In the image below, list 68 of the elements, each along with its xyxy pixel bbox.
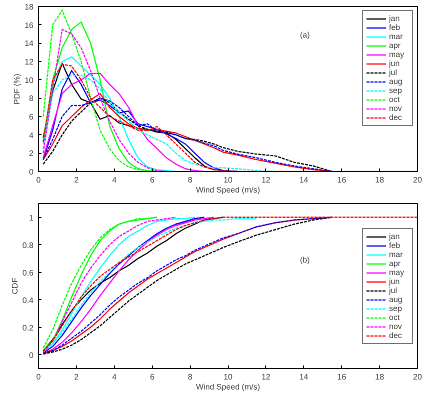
- y-tick-label: 0.2: [22, 323, 34, 332]
- legend-label: jun: [389, 276, 400, 286]
- x-tick-label: 2: [74, 372, 80, 382]
- y-tick-label: 14: [24, 39, 34, 48]
- y-tick-label: 0.8: [22, 240, 34, 250]
- legend-label: mar: [389, 32, 404, 41]
- x-tick-label: 4: [112, 176, 118, 184]
- x-axis-title: Wind Speed (m/s): [196, 382, 260, 392]
- y-tick-label: 8: [29, 94, 34, 104]
- x-tick-label: 8: [188, 372, 193, 382]
- x-tick-label: 14: [299, 176, 309, 184]
- y-tick-label: 18: [24, 2, 34, 12]
- x-tick-label: 18: [375, 176, 385, 184]
- y-tick-label: 1: [29, 213, 34, 222]
- legend-label: dec: [389, 330, 403, 340]
- y-tick-label: 0.4: [22, 296, 34, 305]
- x-tick-label: 20: [413, 176, 422, 184]
- y-tick-label: 10: [24, 76, 34, 85]
- x-tick-label: 0: [36, 372, 42, 382]
- legend-label: mar: [389, 250, 404, 258]
- x-tick-label: 18: [375, 372, 385, 382]
- legend-label: nov: [389, 104, 403, 113]
- x-tick-label: 6: [150, 372, 155, 382]
- x-tick-label: 12: [261, 372, 271, 382]
- x-tick-label: 10: [224, 176, 233, 184]
- x-tick-label: 12: [261, 176, 271, 184]
- x-tick-label: 14: [299, 372, 309, 382]
- legend-label: oct: [389, 312, 400, 322]
- legend-label: apr: [389, 258, 402, 268]
- x-tick-label: 6: [150, 176, 155, 184]
- y-axis-title: PDF (%): [12, 73, 22, 104]
- legend-label: apr: [389, 41, 402, 50]
- x-tick-label: 8: [188, 176, 193, 184]
- x-tick-label: 4: [112, 372, 118, 382]
- y-tick-label: 4: [29, 130, 34, 140]
- y-tick-label: 16: [24, 20, 34, 30]
- annotation: (b): [300, 256, 310, 265]
- legend-label: may: [389, 268, 406, 276]
- x-tick-label: 20: [413, 372, 422, 382]
- legend-label: jul: [389, 68, 398, 77]
- legend-label: aug: [389, 77, 404, 86]
- y-tick-label: 0: [29, 350, 34, 360]
- legend-label: dec: [389, 113, 403, 122]
- legend-label: sep: [389, 304, 403, 312]
- legend-label: may: [389, 50, 406, 59]
- y-tick-label: 2: [29, 149, 34, 158]
- legend-label: feb: [389, 240, 402, 250]
- x-tick-label: 10: [224, 372, 233, 382]
- legend-label: nov: [389, 322, 403, 330]
- y-tick-label: 12: [24, 58, 34, 66]
- legend-label: jan: [389, 14, 401, 23]
- x-tick-label: 16: [337, 372, 347, 382]
- legend-label: feb: [389, 23, 402, 32]
- annotation: (a): [300, 30, 310, 40]
- legend-label: aug: [389, 294, 404, 304]
- x-axis-title: Wind Speed (m/s): [196, 186, 260, 194]
- legend-label: oct: [389, 95, 401, 104]
- legend-label: jun: [389, 59, 401, 68]
- legend-label: sep: [389, 86, 403, 95]
- y-tick-label: 0.6: [22, 268, 34, 278]
- legend-label: jan: [389, 232, 401, 240]
- y-axis-title: CDF: [10, 278, 20, 294]
- y-tick-label: 0: [29, 168, 34, 176]
- y-tick-label: 6: [29, 112, 34, 122]
- x-tick-label: 0: [36, 176, 42, 184]
- x-tick-label: 2: [74, 176, 80, 184]
- x-tick-label: 16: [337, 176, 347, 184]
- legend-label: jul: [389, 286, 398, 294]
